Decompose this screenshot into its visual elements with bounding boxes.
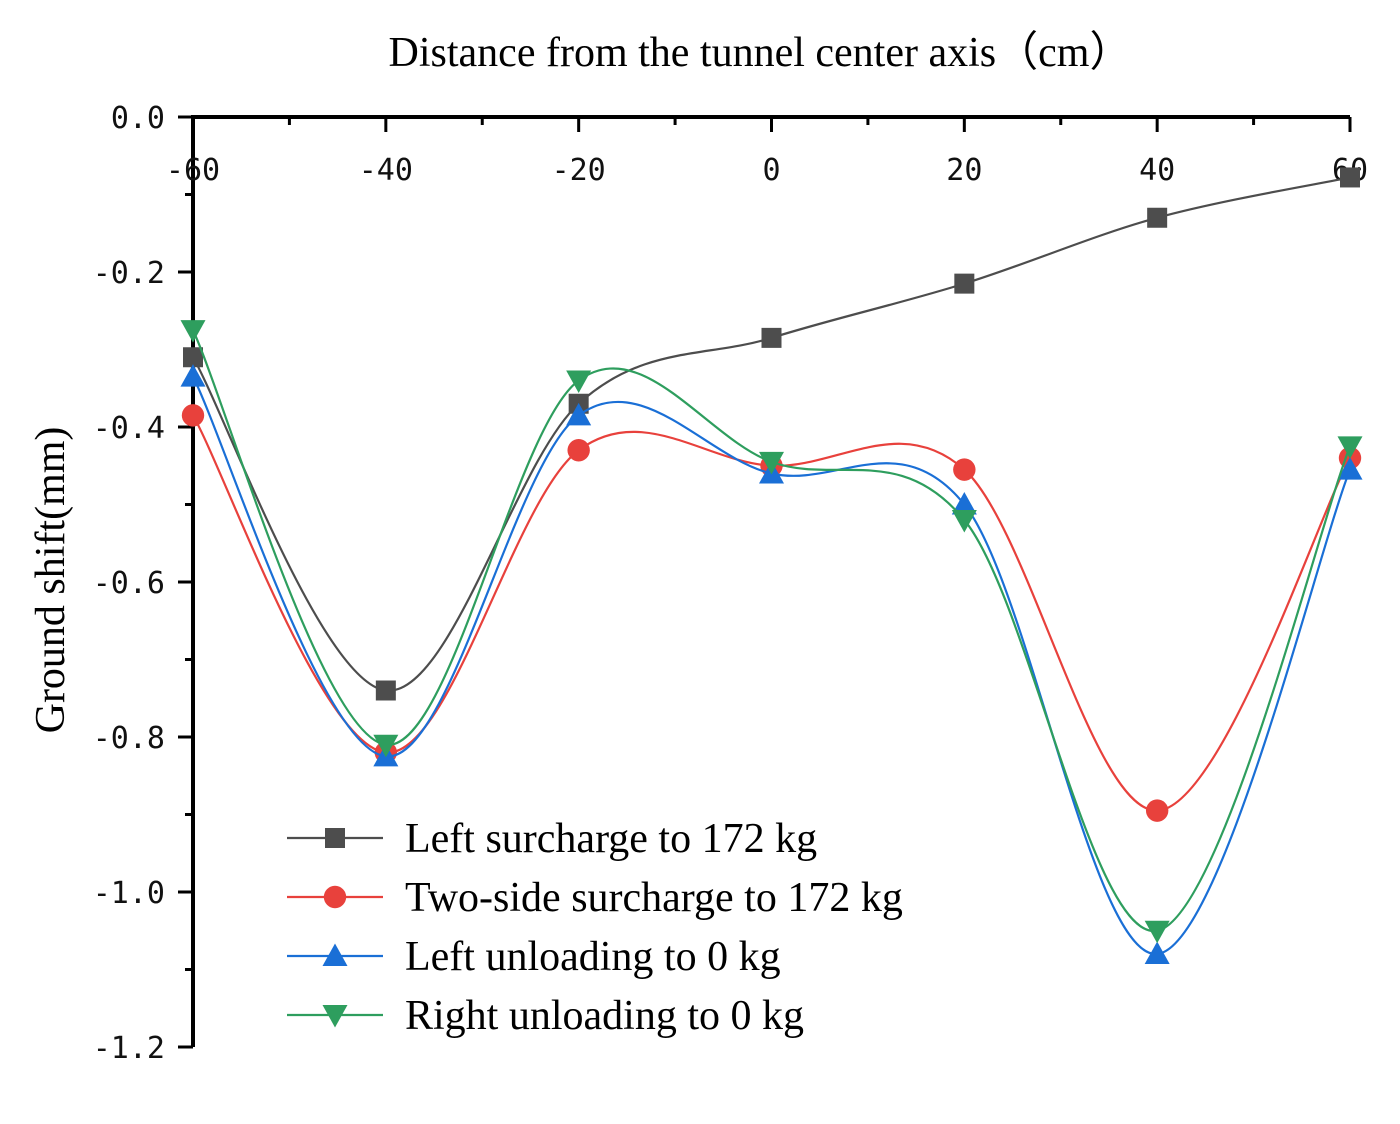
legend-label: Right unloading to 0 kg (405, 993, 804, 1039)
legend-item: Left surcharge to 172 kg (287, 816, 817, 862)
legend-label: Left unloading to 0 kg (405, 934, 781, 980)
legend-item: Two-side surcharge to 172 kg (287, 875, 903, 921)
y-tick-label: -1.0 (93, 876, 165, 911)
x-tick-label: -40 (359, 153, 413, 188)
data-point (761, 327, 782, 348)
data-point (567, 439, 590, 462)
series-4 (180, 320, 1363, 944)
y-tick-label: -1.2 (93, 1031, 165, 1066)
data-point (954, 273, 975, 294)
x-tick-label: -60 (166, 153, 220, 188)
y-axis-title: Ground shift(mm) (28, 427, 74, 734)
data-point (1337, 457, 1363, 480)
series-1 (183, 167, 1360, 701)
y-tick-label: -0.8 (93, 721, 165, 756)
x-tick-label: 40 (1139, 153, 1175, 188)
x-tick-label: -20 (552, 153, 606, 188)
y-tick-label: -0.2 (93, 256, 165, 291)
data-point (1147, 207, 1168, 228)
series-layer (180, 167, 1363, 964)
legend-item: Right unloading to 0 kg (287, 993, 804, 1039)
data-point (1340, 167, 1360, 188)
data-point (951, 492, 977, 515)
data-point (951, 510, 977, 533)
data-point (180, 364, 206, 387)
series-line (192, 176, 1351, 692)
data-point (183, 347, 203, 368)
data-point (1145, 799, 1169, 822)
data-point (566, 402, 592, 426)
data-point (759, 451, 784, 475)
data-point (373, 734, 399, 758)
data-point (1144, 941, 1170, 964)
data-point (181, 404, 205, 427)
legend-label: Left surcharge to 172 kg (405, 816, 817, 862)
data-point (375, 680, 396, 701)
data-point (180, 320, 206, 343)
axes: -60-40-2002040600.0-0.2-0.4-0.6-0.8-1.0-… (93, 101, 1368, 1066)
y-tick-label: 0.0 (111, 101, 165, 136)
data-point (1337, 436, 1363, 459)
x-axis-title: Distance from the tunnel center axis（cm） (389, 30, 1132, 76)
legend-item: Left unloading to 0 kg (287, 934, 781, 980)
legend-marker (322, 943, 348, 966)
y-tick-label: -0.6 (93, 566, 165, 601)
data-point (566, 370, 592, 393)
legend-marker (323, 885, 347, 909)
legend: Left surcharge to 172 kg Two-side surchar… (287, 816, 903, 1039)
data-point (953, 458, 976, 481)
legend-label: Two-side surcharge to 172 kg (405, 875, 903, 921)
data-point (1144, 920, 1170, 944)
y-tick-label: -0.4 (93, 411, 165, 446)
x-tick-label: 0 (762, 153, 780, 188)
x-tick-label: 20 (946, 153, 982, 188)
legend-marker (325, 828, 345, 848)
legend-marker (322, 1005, 348, 1028)
